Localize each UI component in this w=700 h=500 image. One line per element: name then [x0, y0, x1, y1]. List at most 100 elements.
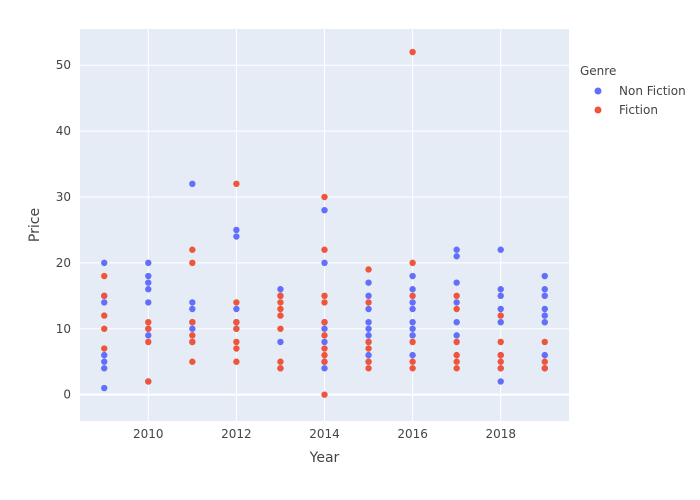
data-point[interactable]: [101, 358, 108, 365]
data-point[interactable]: [453, 318, 460, 326]
data-point[interactable]: [189, 299, 196, 306]
data-point[interactable]: [453, 305, 460, 313]
data-point[interactable]: [101, 365, 108, 372]
data-point[interactable]: [145, 299, 152, 306]
data-point[interactable]: [277, 365, 284, 372]
data-point[interactable]: [409, 259, 416, 267]
data-point[interactable]: [497, 378, 504, 385]
data-point[interactable]: [365, 292, 372, 300]
data-point[interactable]: [101, 259, 108, 267]
data-point[interactable]: [453, 332, 460, 339]
data-point[interactable]: [189, 180, 196, 188]
data-point[interactable]: [321, 259, 328, 267]
data-point[interactable]: [365, 338, 372, 346]
data-point[interactable]: [321, 338, 328, 346]
data-point[interactable]: [101, 312, 108, 319]
data-point[interactable]: [233, 233, 240, 240]
data-point[interactable]: [321, 358, 328, 365]
data-point[interactable]: [365, 266, 372, 273]
data-point[interactable]: [321, 292, 328, 300]
data-point[interactable]: [145, 378, 152, 385]
data-point[interactable]: [277, 312, 284, 319]
data-point[interactable]: [365, 351, 372, 359]
data-point[interactable]: [277, 286, 284, 293]
data-point[interactable]: [145, 259, 152, 267]
data-point[interactable]: [409, 365, 416, 372]
data-point[interactable]: [497, 286, 504, 293]
data-point[interactable]: [365, 365, 372, 372]
data-point[interactable]: [453, 351, 460, 359]
data-point[interactable]: [409, 338, 416, 346]
legend-item[interactable]: Non Fiction: [594, 84, 686, 98]
data-point[interactable]: [321, 193, 328, 201]
data-point[interactable]: [409, 332, 416, 339]
data-point[interactable]: [541, 338, 548, 346]
data-point[interactable]: [365, 358, 372, 365]
data-point[interactable]: [365, 332, 372, 339]
data-point[interactable]: [101, 292, 108, 300]
data-point[interactable]: [321, 206, 328, 214]
data-point[interactable]: [101, 351, 108, 359]
data-point[interactable]: [189, 332, 196, 339]
data-point[interactable]: [497, 292, 504, 300]
data-point[interactable]: [101, 384, 108, 392]
data-point[interactable]: [189, 358, 196, 365]
data-point[interactable]: [321, 365, 328, 372]
data-point[interactable]: [145, 338, 152, 346]
data-point[interactable]: [233, 358, 240, 365]
data-point[interactable]: [101, 299, 108, 306]
data-point[interactable]: [453, 358, 460, 365]
data-point[interactable]: [453, 292, 460, 300]
data-point[interactable]: [497, 318, 504, 326]
data-point[interactable]: [321, 332, 328, 339]
data-point[interactable]: [145, 318, 152, 326]
data-point[interactable]: [409, 358, 416, 365]
data-point[interactable]: [541, 351, 548, 359]
data-point[interactable]: [277, 299, 284, 306]
data-point[interactable]: [541, 318, 548, 326]
data-point[interactable]: [189, 305, 196, 313]
data-point[interactable]: [189, 325, 196, 332]
data-point[interactable]: [453, 246, 460, 253]
data-point[interactable]: [321, 351, 328, 359]
data-point[interactable]: [541, 272, 548, 280]
data-point[interactable]: [541, 286, 548, 293]
data-point[interactable]: [365, 318, 372, 326]
data-point[interactable]: [365, 345, 372, 352]
data-point[interactable]: [453, 338, 460, 346]
data-point[interactable]: [277, 358, 284, 365]
data-point[interactable]: [497, 365, 504, 372]
data-point[interactable]: [409, 351, 416, 359]
data-point[interactable]: [101, 272, 108, 280]
data-point[interactable]: [189, 338, 196, 346]
data-point[interactable]: [321, 345, 328, 352]
data-point[interactable]: [497, 312, 504, 319]
data-point[interactable]: [233, 325, 240, 332]
legend-item[interactable]: Fiction: [594, 103, 658, 117]
data-point[interactable]: [233, 318, 240, 326]
data-point[interactable]: [189, 246, 196, 253]
data-point[interactable]: [541, 305, 548, 313]
data-point[interactable]: [365, 299, 372, 306]
data-point[interactable]: [409, 299, 416, 306]
data-point[interactable]: [321, 391, 328, 398]
data-point[interactable]: [365, 305, 372, 313]
data-point[interactable]: [233, 305, 240, 313]
data-point[interactable]: [409, 48, 416, 56]
data-point[interactable]: [233, 338, 240, 346]
data-point[interactable]: [409, 305, 416, 313]
data-point[interactable]: [409, 318, 416, 326]
data-point[interactable]: [409, 286, 416, 293]
data-point[interactable]: [409, 272, 416, 280]
data-point[interactable]: [277, 325, 284, 332]
data-point[interactable]: [321, 299, 328, 306]
data-point[interactable]: [233, 345, 240, 352]
data-point[interactable]: [541, 292, 548, 300]
data-point[interactable]: [409, 292, 416, 300]
data-point[interactable]: [233, 180, 240, 188]
data-point[interactable]: [497, 338, 504, 346]
data-point[interactable]: [145, 325, 152, 332]
data-point[interactable]: [277, 338, 284, 346]
data-point[interactable]: [453, 279, 460, 286]
data-point[interactable]: [409, 325, 416, 332]
